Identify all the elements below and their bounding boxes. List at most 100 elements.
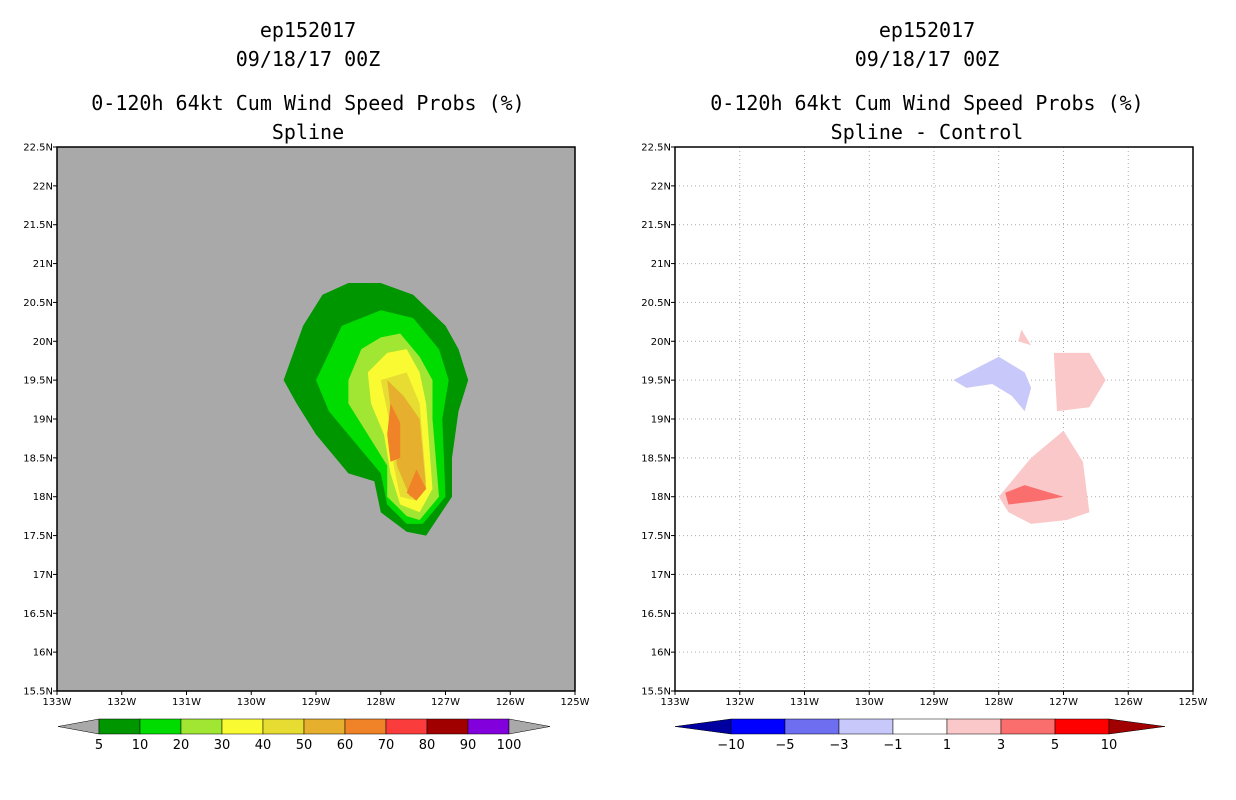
- colorbar-swatch: [426, 718, 469, 735]
- colorbar-label: 3: [997, 738, 1005, 753]
- contour-region-60: [387, 403, 401, 462]
- x-tick-label: 133W: [43, 697, 72, 708]
- x-tick-label: 130W: [237, 697, 266, 708]
- y-tick-label: 21N: [651, 259, 671, 270]
- y-tick-label: 20.5N: [23, 298, 53, 309]
- x-tick-label: 129W: [302, 697, 331, 708]
- y-tick-label: 20N: [651, 337, 671, 348]
- colorbar-label: 10: [132, 738, 149, 753]
- colorbar-swatch: [98, 718, 141, 735]
- y-tick-label: 16.5N: [23, 609, 53, 620]
- y-tick-label: 17.5N: [641, 531, 671, 542]
- x-tick-label: 127W: [431, 697, 460, 708]
- y-tick-label: 19.5N: [23, 376, 53, 387]
- y-tick-label: 22N: [651, 181, 671, 192]
- colorbar-swatch: [180, 718, 223, 735]
- colorbar-swatch: [784, 718, 840, 735]
- colorbar-swatch: [385, 718, 428, 735]
- y-tick-label: 22.5N: [23, 143, 53, 154]
- y-tick-label: 19N: [33, 415, 53, 426]
- y-tick-label: 15.5N: [23, 687, 53, 698]
- right-colorbar: −10 −5 −3 −1 1 3 5 10: [674, 718, 1166, 753]
- colorbar-swatch: [467, 718, 510, 735]
- colorbar-upper-extend: [1108, 718, 1166, 735]
- left-datetime: 09/18/17 00Z: [236, 47, 381, 71]
- colorbar-swatch: [730, 718, 786, 735]
- colorbar-label: −3: [829, 738, 848, 753]
- colorbar-label: 30: [214, 738, 231, 753]
- colorbar-label: 20: [173, 738, 190, 753]
- colorbar-swatch: [946, 718, 1002, 735]
- x-tick-label: 126W: [496, 697, 525, 708]
- y-tick-label: 18.5N: [23, 453, 53, 464]
- contour-region-1: [1053, 352, 1106, 412]
- x-tick-label: 131W: [172, 697, 201, 708]
- colorbar-label: −5: [775, 738, 794, 753]
- colorbar-label: 1: [943, 738, 951, 753]
- colorbar-swatch: [344, 718, 387, 735]
- y-tick-label: 18N: [651, 492, 671, 503]
- left-storm-id: ep152017: [260, 18, 356, 42]
- left-title: 0-120h 64kt Cum Wind Speed Probs (%): [91, 91, 524, 115]
- y-tick-label: 16.5N: [641, 609, 671, 620]
- x-tick-label: 126W: [1114, 697, 1143, 708]
- colorbar-swatch: [1000, 718, 1056, 735]
- colorbar-swatch: [262, 718, 305, 735]
- x-tick-label: 129W: [920, 697, 949, 708]
- x-tick-label: 132W: [107, 697, 136, 708]
- colorbar-label: 80: [419, 738, 436, 753]
- colorbar-label: −1: [883, 738, 902, 753]
- colorbar-label: 60: [337, 738, 354, 753]
- y-tick-label: 16N: [33, 648, 53, 659]
- y-tick-label: 17N: [33, 570, 53, 581]
- contour-region-50: [387, 380, 427, 497]
- colorbar-swatch: [303, 718, 346, 735]
- colorbar-label: 10: [1101, 738, 1118, 753]
- y-tick-label: 21.5N: [23, 220, 53, 231]
- right-subtitle: Spline - Control: [831, 120, 1024, 144]
- colorbar-label: 100: [497, 738, 522, 753]
- right-datetime: 09/18/17 00Z: [855, 47, 1000, 71]
- colorbar-label: 40: [255, 738, 272, 753]
- y-tick-label: 21.5N: [641, 220, 671, 231]
- right-map-panel: 133W 132W 131W 130W 129W 128W 127W 126W 125W 15.5…: [641, 143, 1207, 709]
- y-tick-label: 22.5N: [641, 143, 671, 154]
- colorbar-label: 70: [378, 738, 395, 753]
- x-tick-label: 128W: [984, 697, 1013, 708]
- y-tick-label: 19N: [651, 415, 671, 426]
- y-tick-label: 15.5N: [641, 687, 671, 698]
- colorbar-swatch: [838, 718, 894, 735]
- colorbar-label: 5: [95, 738, 103, 753]
- contour-region--1: [953, 356, 1032, 412]
- y-tick-label: 21N: [33, 259, 53, 270]
- x-tick-label: 125W: [561, 697, 590, 708]
- y-tick-label: 18N: [33, 492, 53, 503]
- x-tick-label: 132W: [725, 697, 754, 708]
- left-subtitle: Spline: [272, 120, 344, 144]
- x-tick-label: 127W: [1049, 697, 1078, 708]
- y-tick-label: 20.5N: [641, 298, 671, 309]
- x-tick-label: 125W: [1179, 697, 1208, 708]
- y-tick-label: 20N: [33, 337, 53, 348]
- colorbar-label: 90: [460, 738, 477, 753]
- x-tick-label: 128W: [366, 697, 395, 708]
- contour-region-3: [1005, 485, 1064, 505]
- colorbar-swatch: [892, 718, 948, 735]
- colorbar-label: 50: [296, 738, 313, 753]
- y-tick-label: 17N: [651, 570, 671, 581]
- y-tick-label: 17.5N: [23, 531, 53, 542]
- colorbar-label: 5: [1051, 738, 1059, 753]
- right-storm-id: ep152017: [879, 18, 975, 42]
- left-map-panel: 133W 132W 131W 130W 129W 128W 127W 126W 125W 15.5…: [23, 143, 589, 709]
- colorbar-upper-extend: [508, 718, 551, 735]
- colorbar-lower-extend: [57, 718, 100, 735]
- contour-region-60: [406, 469, 427, 501]
- right-title: 0-120h 64kt Cum Wind Speed Probs (%): [710, 91, 1143, 115]
- y-tick-label: 19.5N: [641, 376, 671, 387]
- colorbar-swatch: [139, 718, 182, 735]
- colorbar-swatch: [221, 718, 264, 735]
- colorbar-swatch: [1054, 718, 1110, 735]
- y-tick-label: 22N: [33, 181, 53, 192]
- colorbar-lower-extend: [674, 718, 732, 735]
